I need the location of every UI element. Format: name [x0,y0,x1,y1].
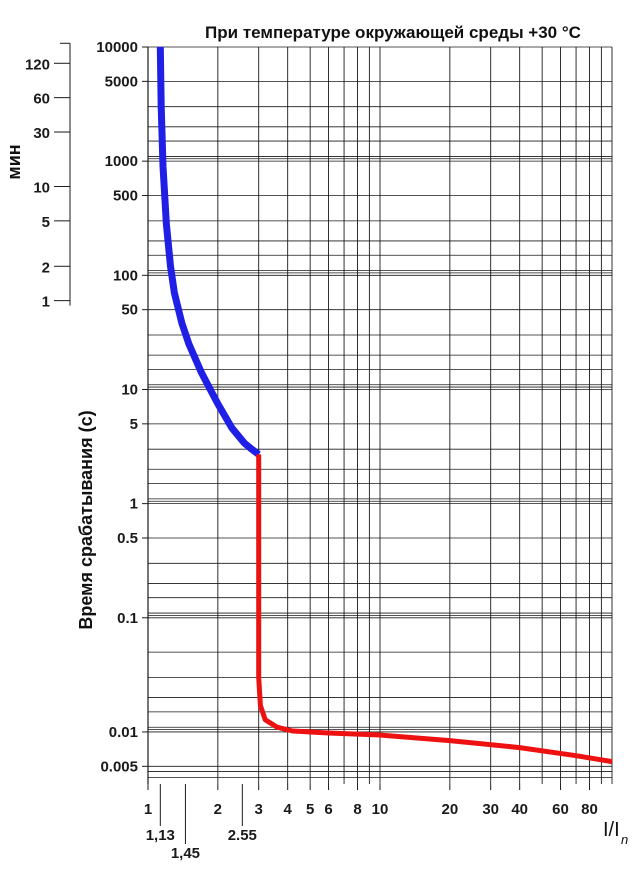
y-tick-label: 50 [121,302,138,319]
x-tick-label: 1 [144,801,152,818]
x-tick-label: 10 [372,801,389,818]
x-tick-label: 8 [353,801,361,818]
series-line-magnetic [256,454,613,765]
grid [147,46,613,784]
x-marker-label: 1,13 [146,827,175,844]
y-tick-label: 10000 [96,39,138,56]
y-tick-label: 100 [113,267,138,284]
y-tick-label: 0.1 [117,610,138,627]
minutes-tick-label: 1 [42,294,50,311]
minutes-tick-label: 5 [42,214,50,231]
minutes-tick-label: 10 [33,179,50,196]
series-layer [156,46,613,765]
x-marker-label: 2.55 [228,827,257,844]
minutes-tick-label: 30 [33,125,50,142]
y-tick-label: 0.01 [109,724,138,741]
y-tick-label: 5000 [105,73,138,90]
series-line-thermal [156,46,261,458]
x-tick-label: 3 [255,801,263,818]
y-tick-label: 1 [130,496,138,513]
x-tick-label: 40 [511,801,528,818]
y-tick-label: 10 [121,381,138,398]
minutes-axis: 120 60 30 10 5 2 1 [25,42,71,311]
y-tick-label: 500 [113,188,138,205]
chart-title: При температуре окружающей среды +30 °C [205,23,581,42]
y-tick-label: 1000 [105,153,138,170]
x-axis-label: I/I n [603,819,628,847]
y-axis-label: Время срабатывания (с) [76,410,96,629]
x-tick-label: 60 [552,801,569,818]
x-tick-label: 4 [284,801,293,818]
x-tick-label: 2 [214,801,222,818]
x-tick-label: 5 [306,801,314,818]
minutes-tick-label: 2 [42,259,50,276]
minutes-tick-label: 120 [25,56,50,73]
y-tick-label: 0.5 [117,530,138,547]
x-axis-label-subscript: n [621,832,628,847]
minutes-axis-label: мин [4,144,24,179]
x-tick-label: 6 [324,801,332,818]
x-tick-label: 80 [581,801,598,818]
x-marker-label: 1,45 [171,845,200,862]
x-tick-label: 20 [441,801,458,818]
y-tick-label: 0.005 [100,758,138,775]
x-tick-label: 30 [482,801,499,818]
tick-labels: 10000 5000 1000 500 100 50 10 5 1 0.5 0.1 0.01 0.005… [96,39,598,862]
x-axis-label-main: I/I [603,819,620,841]
minutes-tick-label: 60 [33,91,50,108]
y-tick-label: 5 [130,416,138,433]
